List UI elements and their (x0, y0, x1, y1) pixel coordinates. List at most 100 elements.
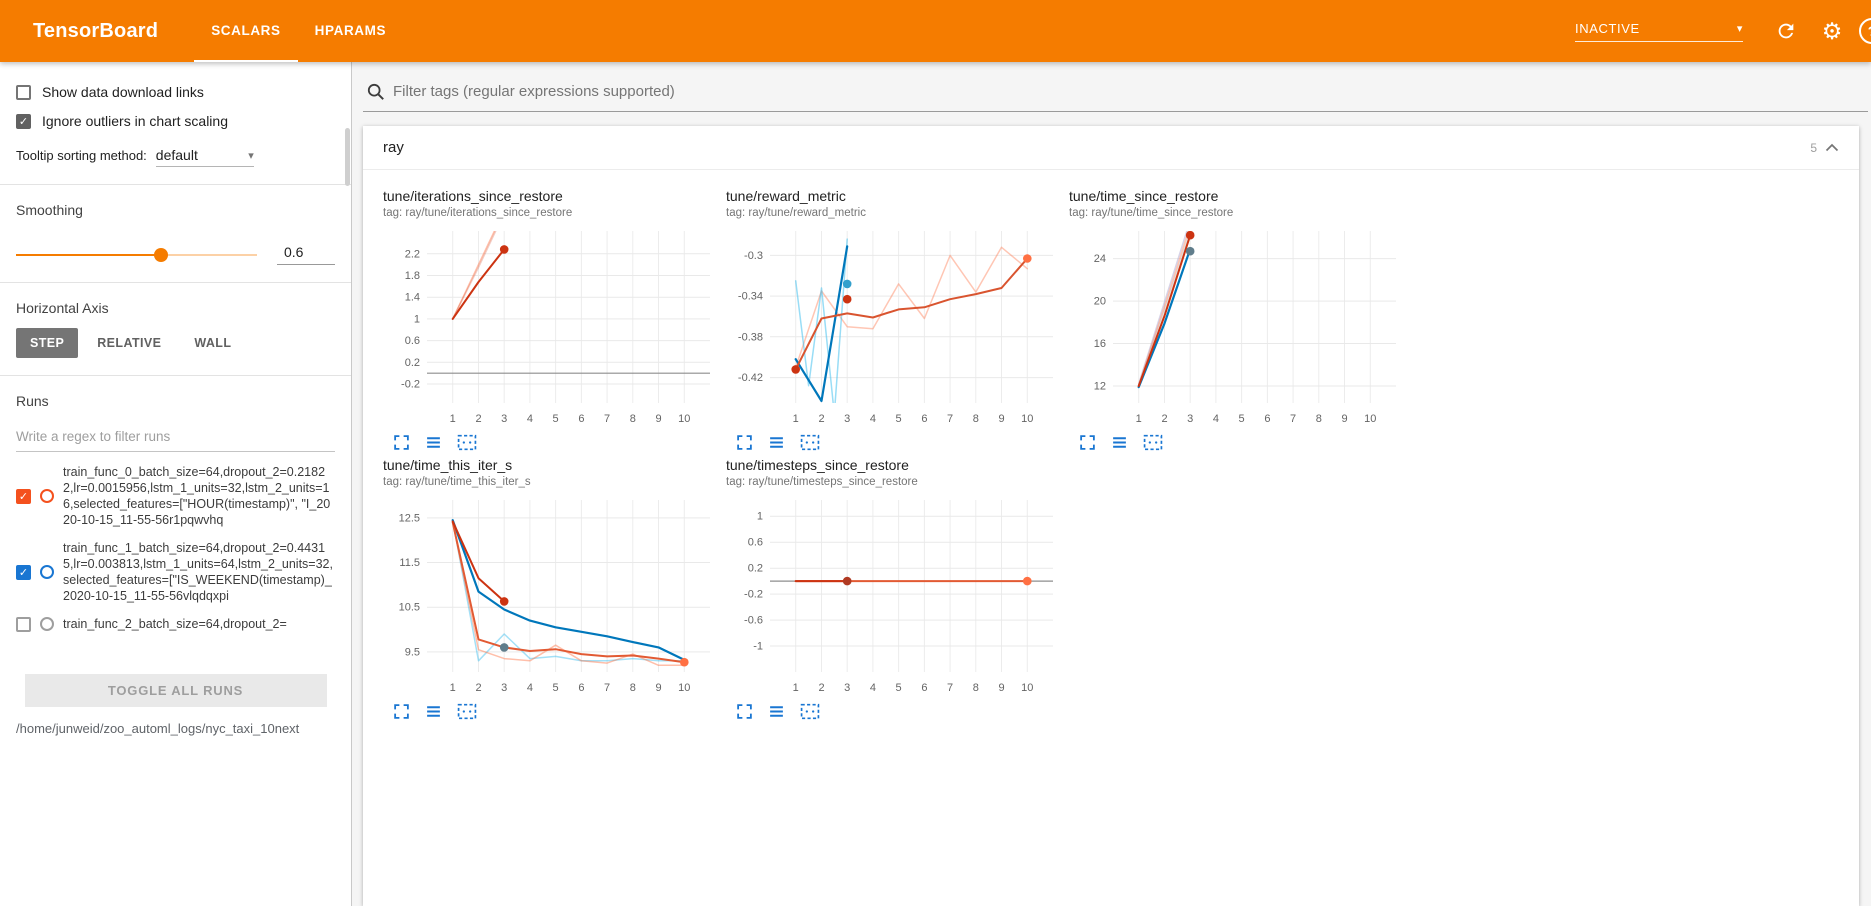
chart-title: tune/timesteps_since_restore (726, 457, 909, 473)
axis-relative-button[interactable]: RELATIVE (97, 336, 162, 350)
smoothing-slider[interactable] (16, 247, 257, 262)
run-checkbox-icon[interactable]: ✓ (16, 564, 31, 580)
chart-toolbar (383, 434, 716, 451)
tooltip-sort-dropdown[interactable]: default ▾ (155, 147, 254, 167)
tag-group-count: 5 (1810, 140, 1817, 155)
svg-text:1.4: 1.4 (405, 292, 420, 304)
svg-text:9: 9 (998, 682, 1004, 694)
run-radio-icon[interactable] (40, 565, 54, 579)
status-label: INACTIVE (1575, 20, 1640, 36)
svg-text:9: 9 (655, 413, 661, 425)
tab-hparams[interactable]: HPARAMS (314, 22, 387, 38)
chart-tag: tag: ray/tune/reward_metric (726, 207, 866, 219)
settings-gear-icon[interactable]: ⚙ (1821, 17, 1843, 44)
checkbox-icon[interactable] (16, 84, 31, 100)
svg-text:10.5: 10.5 (399, 602, 420, 614)
horizontal-lines-icon[interactable] (768, 703, 785, 720)
run-checkbox-icon[interactable] (16, 616, 31, 632)
scalar-chart[interactable]: 9.5 10.5 11.5 12.5 1 2 3 4 5 6 7 8 9 10 (383, 494, 716, 700)
svg-text:1.8: 1.8 (405, 270, 420, 282)
chart-title: tune/iterations_since_restore (383, 188, 563, 204)
svg-text:10: 10 (678, 682, 690, 694)
svg-text:4: 4 (870, 682, 876, 694)
svg-text:20: 20 (1094, 296, 1106, 308)
run-label: train_func_0_batch_size=64,dropout_2=0.2… (63, 465, 331, 527)
ignore-outliers-option[interactable]: ✓ Ignore outliers in chart scaling (16, 113, 335, 129)
chart-card: tune/time_since_restore tag: ray/tune/tim… (1069, 188, 1402, 451)
fit-domain-icon[interactable] (457, 434, 477, 451)
svg-text:7: 7 (604, 413, 610, 425)
chart-tag: tag: ray/tune/iterations_since_restore (383, 207, 573, 219)
svg-text:6: 6 (578, 413, 584, 425)
scalar-chart[interactable]: -1 -0.6 -0.2 0.2 0.6 1 1 2 3 4 5 6 7 8 9 10 (726, 494, 1059, 700)
svg-text:-0.2: -0.2 (744, 589, 763, 601)
svg-text:3: 3 (844, 682, 850, 694)
scalar-chart[interactable]: -0.2 0.2 0.6 1 1.4 1.8 2.2 1 2 3 4 5 6 7 8 9 10 (383, 225, 716, 431)
fullscreen-icon[interactable] (393, 703, 410, 720)
filter-tags-row (363, 72, 1868, 112)
svg-text:6: 6 (921, 413, 927, 425)
svg-text:9.5: 9.5 (405, 646, 420, 658)
divider (0, 184, 351, 185)
horizontal-axis-label: Horizontal Axis (16, 300, 109, 316)
chart-tag: tag: ray/tune/timesteps_since_restore (726, 476, 918, 488)
chart-card: tune/iterations_since_restore tag: ray/tu… (383, 188, 716, 451)
checkbox-icon[interactable]: ✓ (16, 113, 31, 129)
run-label: train_func_2_batch_size=64,dropout_2= (63, 617, 287, 631)
svg-text:5: 5 (553, 682, 559, 694)
collapse-chevron-icon[interactable] (1825, 143, 1839, 152)
tab-scalars[interactable]: SCALARS (194, 0, 298, 62)
filter-tags-input[interactable] (393, 83, 1864, 100)
app-title: TensorBoard (33, 19, 159, 42)
sidebar-scrollbar[interactable] (345, 128, 350, 186)
run-radio-icon[interactable] (40, 489, 54, 503)
svg-text:2: 2 (818, 413, 824, 425)
run-checkbox-icon[interactable]: ✓ (16, 488, 31, 504)
scalar-chart[interactable]: -0.42 -0.38 -0.34 -0.3 1 2 3 4 5 6 7 8 9 10 (726, 225, 1059, 431)
smoothing-value[interactable]: 0.6 (277, 244, 335, 265)
fullscreen-icon[interactable] (736, 703, 753, 720)
svg-text:16: 16 (1094, 338, 1106, 350)
fit-domain-icon[interactable] (800, 703, 820, 720)
horizontal-lines-icon[interactable] (1111, 434, 1128, 451)
horizontal-lines-icon[interactable] (425, 434, 442, 451)
fullscreen-icon[interactable] (736, 434, 753, 451)
toggle-all-runs-button[interactable]: TOGGLE ALL RUNS (24, 674, 327, 707)
svg-text:5: 5 (553, 413, 559, 425)
fit-domain-icon[interactable] (1143, 434, 1163, 451)
fullscreen-icon[interactable] (1079, 434, 1096, 451)
axis-step-button[interactable]: STEP (16, 328, 79, 358)
log-directory-path: /home/junweid/zoo_automl_logs/nyc_taxi_1… (16, 721, 300, 736)
svg-text:0.2: 0.2 (405, 357, 420, 369)
svg-text:-0.38: -0.38 (738, 331, 763, 343)
svg-text:12: 12 (1094, 381, 1106, 393)
fullscreen-icon[interactable] (393, 434, 410, 451)
refresh-icon[interactable] (1773, 18, 1799, 44)
fit-domain-icon[interactable] (800, 434, 820, 451)
svg-text:24: 24 (1094, 253, 1106, 265)
chart-card: tune/time_this_iter_s tag: ray/tune/time_… (383, 457, 716, 720)
help-icon[interactable]: ? (1859, 18, 1871, 44)
show-download-links-option[interactable]: Show data download links (16, 84, 335, 100)
svg-text:5: 5 (1239, 413, 1245, 425)
main-area: ray 5 tune/iterations_since_restore tag: … (352, 62, 1871, 906)
run-radio-icon[interactable] (40, 617, 54, 631)
svg-text:10: 10 (1021, 413, 1033, 425)
svg-text:1: 1 (757, 511, 763, 523)
tooltip-sort-row: Tooltip sorting method: default ▾ (16, 147, 335, 167)
svg-text:8: 8 (1316, 413, 1322, 425)
chart-card: tune/timesteps_since_restore tag: ray/tun… (726, 457, 1059, 720)
axis-wall-button[interactable]: WALL (194, 336, 232, 350)
svg-text:6: 6 (578, 682, 584, 694)
slider-thumb[interactable] (153, 247, 168, 262)
fit-domain-icon[interactable] (457, 703, 477, 720)
svg-text:-0.34: -0.34 (738, 291, 763, 303)
runs-filter-input[interactable] (16, 425, 335, 452)
run-item: ✓ train_func_0_batch_size=64,dropout_2=0.… (16, 464, 335, 528)
status-dropdown[interactable]: INACTIVE ▾ (1575, 21, 1743, 42)
tag-group-header[interactable]: ray 5 (363, 126, 1859, 170)
horizontal-lines-icon[interactable] (768, 434, 785, 451)
caret-down-icon: ▾ (1736, 22, 1743, 35)
horizontal-lines-icon[interactable] (425, 703, 442, 720)
